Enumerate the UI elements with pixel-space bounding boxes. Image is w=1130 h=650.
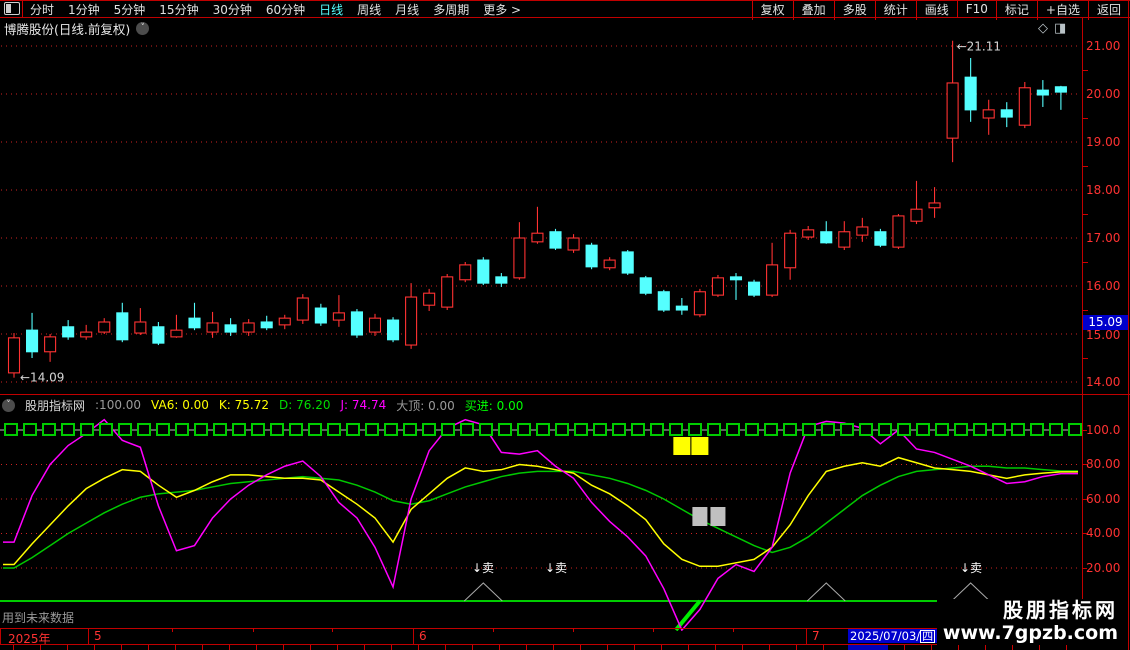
current-date-tag: 2025/07/03/四 [848,629,938,643]
split-window-icon [4,2,20,15]
frame-line-date-bottom [0,644,1084,645]
price-axis-label: 15.00 [1086,328,1121,342]
indicator-line1-value: :100.00 [95,398,142,412]
add-watchlist-button[interactable]: +自选 [1036,0,1088,20]
indicator-field-j: J: 74.74 [340,398,387,412]
indicator-header: ˅ 股朋指标网 :100.00 VA6: 0.00 K: 75.72 D: 76… [2,396,523,414]
sell-signal-label: ↓卖 [472,561,495,575]
price-axis-label: 14.00 [1086,375,1121,389]
year-label: 2025年 [8,632,51,646]
price-axis-label: 18.00 [1086,183,1121,197]
tab-daily-active[interactable]: 日线 [319,2,344,17]
tab-weekly[interactable]: 周线 [357,2,382,17]
tab-60min[interactable]: 60分钟 [265,2,306,17]
frame-line-top [0,0,1130,1]
indicator-axis-label: 20.00 [1086,561,1121,575]
month-separator [413,628,414,644]
stock-title: 博腾股份(日线.前复权) [4,21,131,37]
draw-line-button[interactable]: 画线 [915,0,957,20]
tab-1min[interactable]: 1分钟 [68,2,100,17]
collapse-icon[interactable]: ˅ [2,398,15,412]
tab-more[interactable]: 更多 > [483,2,522,17]
chart-title-bar: 博腾股份(日线.前复权) ˅ [4,20,150,37]
indicator-axis-label: 100.0 [1086,423,1121,437]
price-axis-label: 17.00 [1086,231,1121,245]
mark-button[interactable]: 标记 [995,0,1037,20]
tab-30min[interactable]: 30分钟 [212,2,252,17]
tab-15min[interactable]: 15分钟 [159,2,199,17]
indicator-axis-label: 60.00 [1086,492,1121,506]
indicator-axis-label: 40.00 [1086,526,1121,540]
svg-text:←21.11: ←21.11 [957,40,1001,54]
f10-button[interactable]: F10 [956,1,996,18]
tab-monthly[interactable]: 月线 [395,2,420,17]
overlay-button[interactable]: 叠加 [792,0,834,20]
stats-button[interactable]: 统计 [874,0,916,20]
frame-line-axis [1082,18,1083,645]
indicator-field-va6: VA6: 0.00 [151,398,209,412]
current-weekday: 四 [920,629,936,643]
period-tabs: 分时 1分钟 5分钟 15分钟 30分钟 60分钟 日线 周线 月线 多周期 更… [30,0,521,18]
multi-stock-button[interactable]: 多股 [833,0,875,20]
indicator-field-buy: 买进: 0.00 [464,398,524,413]
tab-5min[interactable]: 5分钟 [113,2,146,17]
price-axis-label: 16.00 [1086,279,1121,293]
frame-line-date-top [0,628,1084,629]
last-price-tag: 15.09 [1083,315,1128,330]
watermark: 股朋指标网 www.7gpzb.com [936,598,1118,645]
tool-buttons: 复权 叠加 多股 统计 画线 F10 标记 +自选 返回 [751,0,1129,20]
diamond-icon[interactable]: ◇ [1038,21,1054,36]
month-separator [806,628,807,644]
svg-text:←14.09: ←14.09 [20,371,64,385]
period-toolbar: 分时 1分钟 5分钟 15分钟 30分钟 60分钟 日线 周线 月线 多周期 更… [0,0,1130,20]
indicator-field-k: K: 75.72 [218,398,270,412]
month-label-june: 6 [419,629,427,643]
price-axis-label: 19.00 [1086,135,1121,149]
price-axis-label: 21.00 [1086,39,1121,53]
pane-icons: ◇◨ [1038,21,1072,36]
chevron-down-icon[interactable]: ˅ [136,21,150,35]
frame-line-toolbar [0,17,1130,18]
kdj-indicator-chart[interactable] [0,415,1082,631]
fuquan-button[interactable]: 复权 [751,0,793,20]
watermark-site-name: 股朋指标网 [1003,598,1118,622]
indicator-field-d: D: 76.20 [279,398,331,412]
current-date: 2025/07/03/ [850,629,921,643]
watermark-url: www.7gpzb.com [942,622,1118,644]
back-button[interactable]: 返回 [1087,0,1129,20]
frame-line-date-left [0,628,1,645]
sell-signal-label: ↓卖 [960,561,983,575]
frame-line-right [1128,0,1129,650]
indicator-name: 股朋指标网 [25,398,86,413]
tab-multi-period[interactable]: 多周期 [433,2,470,17]
candlestick-chart[interactable]: ←21.11 ←14.09 [0,18,1082,395]
sell-signal-label: ↓卖 [545,561,568,575]
indicator-axis-label: 80.00 [1086,457,1121,471]
indicator-field-dading: 大顶: 0.00 [396,398,455,413]
month-label-may: 5 [94,629,102,643]
tab-fenshi[interactable]: 分时 [30,2,55,17]
layout-toggle-button[interactable] [0,0,23,17]
future-data-warning: 用到未来数据 [2,611,75,625]
pane-split-icon[interactable]: ◨ [1054,21,1073,36]
frame-line-pane-split [0,394,1130,395]
month-separator [88,628,89,644]
month-label-july: 7 [812,629,820,643]
price-axis-label: 20.00 [1086,87,1121,101]
